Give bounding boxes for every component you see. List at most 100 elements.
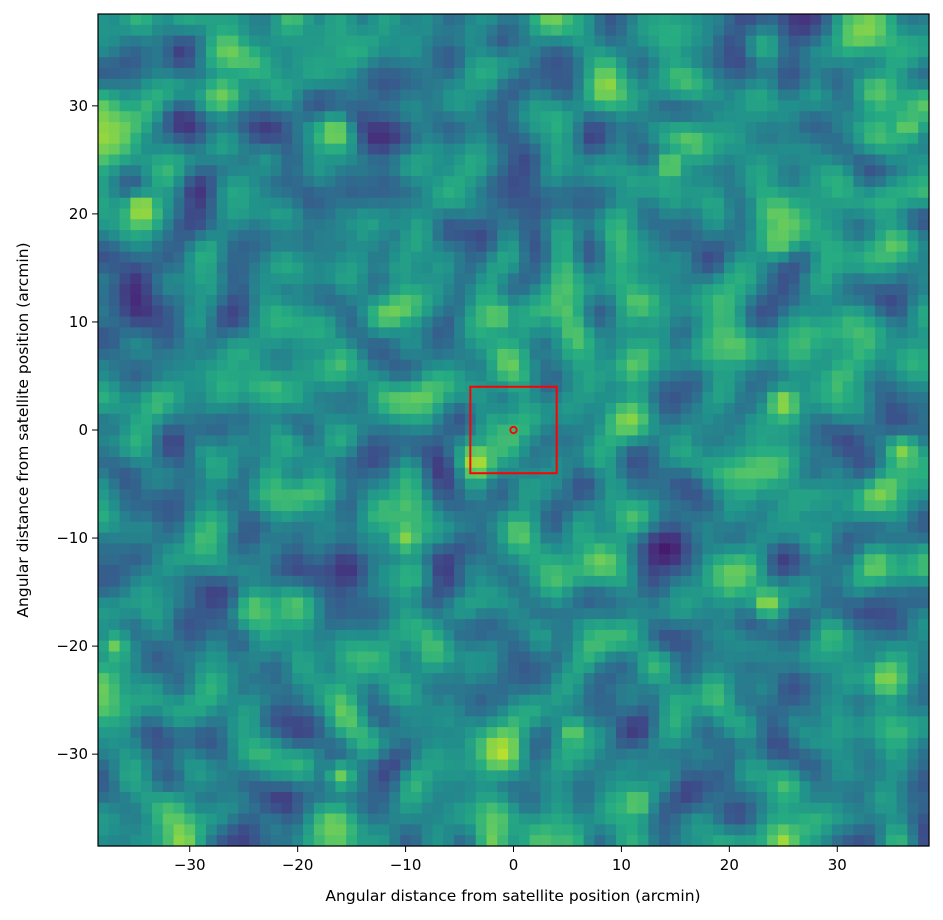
heatmap-cell <box>227 586 239 599</box>
heatmap-cell <box>572 111 585 123</box>
heatmap-cell <box>508 662 520 674</box>
heatmap-cell <box>421 683 434 696</box>
heatmap-cell <box>637 467 649 480</box>
heatmap-cell <box>831 543 844 555</box>
heatmap-cell <box>486 348 498 361</box>
heatmap-cell <box>486 683 498 696</box>
heatmap-cell <box>281 521 293 534</box>
heatmap-cell <box>421 240 434 253</box>
heatmap-cell <box>777 46 790 58</box>
heatmap-cell <box>777 392 790 404</box>
heatmap-cell <box>205 662 218 674</box>
heatmap-cell <box>626 608 639 620</box>
heatmap-cell <box>540 478 552 491</box>
heatmap-cell <box>680 392 693 404</box>
heatmap-cell <box>691 424 703 437</box>
heatmap-cell <box>529 651 542 663</box>
heatmap-cell <box>669 154 682 166</box>
heatmap-cell <box>518 597 531 609</box>
heatmap-cell <box>216 262 229 274</box>
heatmap-cell <box>562 489 574 501</box>
heatmap-cell <box>313 586 326 599</box>
heatmap-cell <box>885 240 898 253</box>
heatmap-cell <box>475 46 488 58</box>
heatmap-cell <box>216 89 229 102</box>
heatmap-cell <box>432 651 444 663</box>
heatmap-cell <box>551 608 563 620</box>
heatmap-cell <box>594 186 606 199</box>
heatmap-cell <box>313 392 326 404</box>
heatmap-cell <box>108 554 121 566</box>
heatmap-cell <box>896 478 909 491</box>
heatmap-cell <box>821 111 833 123</box>
heatmap-cell <box>357 424 369 437</box>
heatmap-cell <box>637 78 649 91</box>
heatmap-cell <box>98 78 110 91</box>
heatmap-cell <box>540 35 552 48</box>
heatmap-cell <box>238 143 250 156</box>
heatmap-cell <box>259 683 272 696</box>
heatmap-cell <box>777 413 790 426</box>
heatmap-cell <box>443 122 455 134</box>
heatmap-cell <box>723 424 736 437</box>
heatmap-cell <box>324 262 337 274</box>
heatmap-cell <box>141 176 153 188</box>
heatmap-cell <box>119 457 131 469</box>
heatmap-cell <box>702 316 714 328</box>
heatmap-cell <box>259 338 272 350</box>
heatmap-cell <box>713 543 725 555</box>
heatmap-cell <box>659 683 671 696</box>
heatmap-cell <box>367 381 380 393</box>
heatmap-cell <box>249 511 261 523</box>
heatmap-cell <box>281 575 293 588</box>
heatmap-cell <box>378 122 390 134</box>
heatmap-cell <box>324 381 337 393</box>
heatmap-cell <box>259 327 272 339</box>
heatmap-cell <box>357 619 369 631</box>
heatmap-cell <box>378 305 390 318</box>
heatmap-cell <box>238 424 250 437</box>
heatmap-cell <box>475 165 488 177</box>
heatmap-cell <box>842 402 855 415</box>
heatmap-cell <box>130 219 142 231</box>
heatmap-cell <box>335 57 347 69</box>
heatmap-cell <box>605 446 617 458</box>
heatmap-cell <box>702 435 714 447</box>
heatmap-cell <box>486 46 498 58</box>
heatmap-cell <box>680 240 693 253</box>
heatmap-cell <box>108 683 121 696</box>
heatmap-cell <box>680 208 693 220</box>
heatmap-cell <box>475 532 488 545</box>
heatmap-cell <box>583 197 596 210</box>
heatmap-cell <box>184 176 196 188</box>
heatmap-cell <box>346 543 358 555</box>
heatmap-cell <box>98 640 110 653</box>
heatmap-cell <box>810 219 822 231</box>
heatmap-cell <box>389 78 401 91</box>
heatmap-cell <box>486 435 498 447</box>
heatmap-cell <box>205 348 218 361</box>
heatmap-cell <box>464 284 477 296</box>
heatmap-cell <box>184 219 196 231</box>
heatmap-cell <box>788 111 801 123</box>
heatmap-cell <box>907 608 919 620</box>
heatmap-cell <box>842 435 855 447</box>
heatmap-cell <box>432 435 444 447</box>
heatmap-cell <box>723 575 736 588</box>
heatmap-cell <box>238 521 250 534</box>
heatmap-cell <box>227 46 239 58</box>
heatmap-cell <box>454 230 466 242</box>
heatmap-cell <box>497 478 509 491</box>
heatmap-cell <box>162 597 175 609</box>
heatmap-cell <box>637 305 649 318</box>
heatmap-cell <box>551 521 563 534</box>
heatmap-cell <box>896 111 909 123</box>
heatmap-cell <box>777 240 790 253</box>
heatmap-cell <box>583 100 596 112</box>
heatmap-cell <box>626 392 639 404</box>
heatmap-cell <box>205 457 218 469</box>
heatmap-cell <box>475 284 488 296</box>
heatmap-cell <box>788 478 801 491</box>
heatmap-cell <box>605 89 617 102</box>
heatmap-cell <box>357 68 369 80</box>
